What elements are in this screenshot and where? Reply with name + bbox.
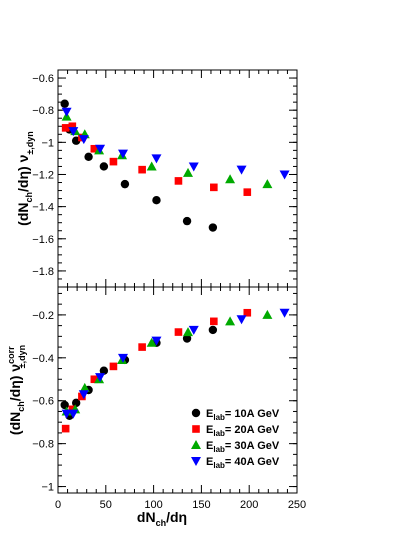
data-point bbox=[174, 328, 183, 336]
data-point bbox=[90, 144, 99, 153]
data-point bbox=[118, 353, 129, 363]
data-point bbox=[188, 162, 199, 172]
data-point bbox=[225, 174, 236, 184]
series-triangle-up bbox=[61, 309, 273, 416]
data-point bbox=[60, 99, 69, 108]
data-point bbox=[84, 152, 93, 161]
data-point bbox=[68, 405, 77, 414]
series-circle bbox=[60, 325, 218, 420]
data-point bbox=[183, 327, 194, 337]
y-tick-label: −0.6 bbox=[32, 73, 54, 85]
data-point bbox=[68, 127, 79, 137]
y-tick-label: −0.8 bbox=[32, 439, 54, 451]
data-point bbox=[208, 325, 218, 335]
data-point bbox=[208, 223, 218, 232]
data-point bbox=[99, 162, 109, 171]
y-axis-label: (dNch/dη) νcorr±,dyn bbox=[6, 345, 27, 435]
data-point bbox=[174, 177, 183, 185]
data-point bbox=[79, 382, 90, 392]
data-point bbox=[236, 315, 247, 325]
legend-marker bbox=[191, 440, 201, 449]
series-triangle-down bbox=[61, 308, 290, 419]
data-point bbox=[152, 196, 161, 205]
x-tick-label: 0 bbox=[55, 499, 61, 511]
legend-label: Elab= 30A GeV bbox=[206, 440, 280, 454]
data-point bbox=[109, 362, 118, 371]
y-tick-label: −0.4 bbox=[32, 353, 54, 365]
y-tick-label: −1 bbox=[41, 482, 54, 494]
data-point bbox=[210, 183, 218, 192]
data-point bbox=[61, 124, 70, 132]
data-point bbox=[95, 373, 106, 383]
x-tick-label: 100 bbox=[144, 499, 162, 511]
x-tick-label: 250 bbox=[288, 499, 306, 511]
data-point bbox=[118, 149, 129, 159]
data-point bbox=[138, 165, 146, 174]
data-point bbox=[120, 179, 130, 189]
y-tick-label: −0.2 bbox=[32, 310, 54, 322]
data-point bbox=[71, 398, 81, 408]
data-point bbox=[60, 400, 69, 410]
data-point bbox=[99, 366, 109, 375]
y-tick-label: −1.2 bbox=[32, 169, 54, 181]
series-triangle-down bbox=[61, 107, 290, 180]
data-point bbox=[78, 392, 86, 401]
data-point bbox=[210, 317, 218, 326]
x-tick-label: 200 bbox=[240, 499, 258, 511]
legend-marker bbox=[192, 425, 200, 433]
data-point bbox=[262, 309, 273, 319]
data-point bbox=[146, 161, 157, 171]
data-point bbox=[61, 409, 72, 419]
data-point bbox=[68, 122, 77, 131]
data-point bbox=[151, 154, 162, 164]
y-tick-label: −1.4 bbox=[32, 202, 54, 214]
data-point bbox=[225, 316, 236, 326]
y-tick-label: −0.6 bbox=[32, 396, 54, 408]
data-point bbox=[262, 179, 273, 189]
legend-marker bbox=[191, 457, 201, 466]
legend-label: Elab= 20A GeV bbox=[206, 424, 280, 438]
y-tick-label: −1.8 bbox=[32, 266, 54, 278]
data-point bbox=[90, 375, 99, 384]
x-axis-label: dNch/dη bbox=[137, 509, 187, 528]
y-axis-label: (dNch/dη) ν±,dyn bbox=[15, 131, 35, 226]
data-point bbox=[279, 308, 290, 318]
legend-marker bbox=[191, 408, 201, 418]
y-tick-label: −1.6 bbox=[32, 234, 54, 246]
data-point bbox=[182, 334, 192, 343]
legend: Elab= 10A GeV Elab= 20A GeV Elab= 30A GeV E… bbox=[191, 408, 280, 470]
data-point bbox=[236, 165, 247, 175]
data-point bbox=[95, 144, 106, 154]
data-point bbox=[243, 308, 252, 317]
data-point bbox=[68, 409, 79, 419]
y-tick-label: −0.8 bbox=[32, 105, 54, 117]
legend-label: Elab= 40A GeV bbox=[206, 456, 280, 470]
data-point bbox=[78, 390, 89, 400]
series-square bbox=[61, 308, 252, 433]
panel-top: −0.6 −0.8 −1 −1.2 −1.4 −1.6 −1.8 (dNch/dη) ν±,d… bbox=[15, 69, 298, 288]
data-point bbox=[146, 337, 157, 347]
data-point bbox=[243, 188, 252, 196]
panel-bottom: −0.2 −0.4 −0.6 −0.8 −10 50 100 150 200 250 (dNch/d… bbox=[6, 286, 306, 528]
y-tick-label: −1 bbox=[41, 137, 54, 149]
data-point bbox=[138, 343, 146, 351]
data-point bbox=[78, 135, 89, 145]
data-point bbox=[109, 157, 118, 166]
x-tick-label: 50 bbox=[100, 499, 112, 511]
legend-label: Elab= 10A GeV bbox=[206, 408, 280, 422]
data-point bbox=[188, 325, 199, 335]
data-point bbox=[279, 170, 290, 180]
data-point bbox=[61, 107, 72, 117]
x-tick-label: 150 bbox=[192, 499, 210, 511]
data-point bbox=[151, 336, 162, 346]
data-point bbox=[182, 216, 192, 226]
data-point bbox=[183, 167, 194, 177]
data-point bbox=[61, 424, 70, 433]
